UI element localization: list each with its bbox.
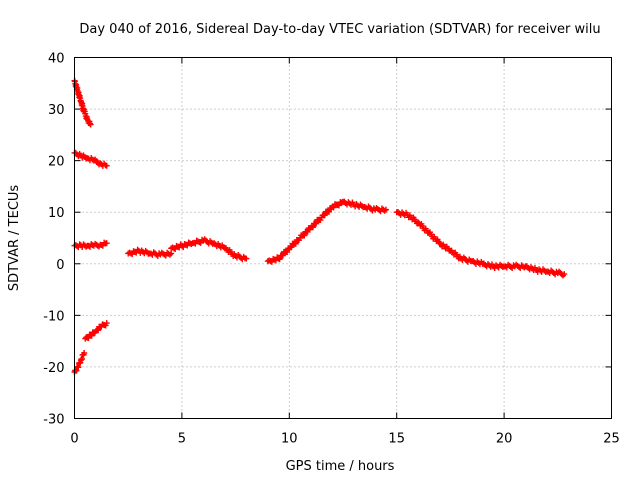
- data-point: [168, 250, 175, 257]
- y-tick-label: 40: [48, 52, 65, 67]
- data-point-interp: [301, 232, 308, 239]
- data-point: [561, 271, 568, 278]
- x-tick-label: 25: [603, 432, 620, 447]
- data-point: [103, 162, 110, 169]
- y-tick-label: -10: [43, 309, 64, 324]
- data-point: [103, 240, 110, 247]
- data-point-interp: [284, 249, 291, 256]
- series-track-10: [393, 208, 486, 268]
- series-track-4: [82, 320, 110, 342]
- data-point-interp: [313, 220, 320, 227]
- series-track-12: [522, 263, 568, 279]
- series-track-9: [340, 198, 389, 215]
- x-axis-label: GPS time / hours: [286, 459, 395, 474]
- data-point-interp: [85, 335, 92, 342]
- chart-title: Day 040 of 2016, Sidereal Day-to-day VTE…: [79, 22, 600, 37]
- series-track-7: [168, 236, 250, 263]
- data-point: [103, 320, 110, 327]
- data-layer: [71, 77, 568, 376]
- y-tick-label: -20: [43, 361, 64, 376]
- x-tick-label: 20: [496, 432, 513, 447]
- data-point-interp: [88, 332, 95, 339]
- data-point-interp: [304, 228, 311, 235]
- series-track-2: [71, 149, 110, 169]
- series-track-3: [71, 239, 110, 251]
- data-point-interp: [292, 240, 299, 247]
- data-point-interp: [288, 244, 295, 251]
- data-point-interp: [276, 256, 283, 263]
- y-tick-label: 10: [48, 206, 65, 221]
- series-track-6: [125, 246, 175, 259]
- data-point: [81, 350, 88, 357]
- series-track-5: [71, 350, 88, 376]
- data-point-interp: [279, 252, 286, 259]
- series-track-8: [264, 198, 346, 265]
- data-point: [382, 206, 389, 213]
- y-tick-label: 30: [48, 103, 65, 118]
- tick-layer: [74, 57, 612, 419]
- data-point: [87, 121, 94, 128]
- x-tick-label: 15: [388, 432, 405, 447]
- y-tick-label: 20: [48, 155, 65, 170]
- data-point: [415, 219, 422, 226]
- y-tick-label: -30: [43, 413, 64, 428]
- tick-label-layer: 0 5 10 15 20 25 -30 -20 -10 0 10 20 30 40: [43, 52, 620, 447]
- y-axis-label: SDTVAR / TECUs: [7, 185, 22, 292]
- y-tick-label: 0: [56, 258, 64, 273]
- data-point-interp: [321, 212, 328, 219]
- grid-layer: [74, 57, 612, 419]
- data-point-interp: [95, 327, 102, 334]
- x-tick-label: 10: [281, 432, 298, 447]
- plot-frame: [74, 57, 612, 419]
- data-point-interp: [326, 208, 333, 215]
- data-point-interp: [309, 224, 316, 231]
- x-tick-label: 5: [178, 432, 186, 447]
- x-tick-label: 0: [70, 432, 78, 447]
- data-point: [243, 255, 250, 262]
